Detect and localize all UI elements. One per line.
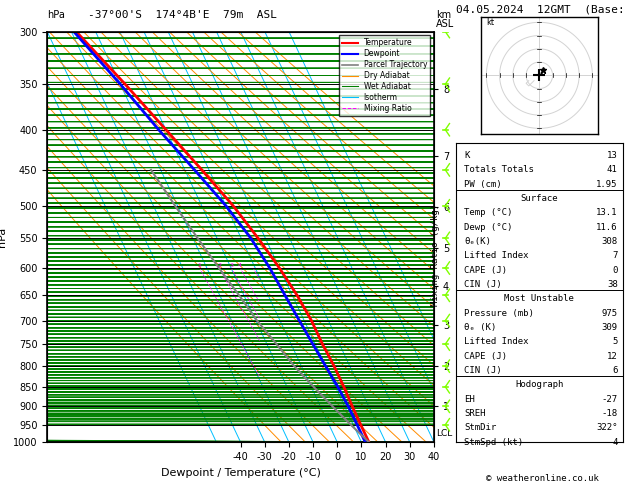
Text: 13: 13 <box>607 151 618 160</box>
Y-axis label: hPa: hPa <box>0 227 8 247</box>
Text: 04.05.2024  12GMT  (Base: 00): 04.05.2024 12GMT (Base: 00) <box>456 4 629 14</box>
Text: 7: 7 <box>613 251 618 260</box>
Text: StmSpd (kt): StmSpd (kt) <box>464 438 523 447</box>
Text: 975: 975 <box>601 309 618 318</box>
Text: km: km <box>436 11 451 20</box>
Text: 6: 6 <box>613 366 618 375</box>
Text: Hodograph: Hodograph <box>515 381 564 389</box>
Text: Totals Totals: Totals Totals <box>464 165 534 174</box>
Text: 41: 41 <box>607 165 618 174</box>
X-axis label: Dewpoint / Temperature (°C): Dewpoint / Temperature (°C) <box>160 468 321 478</box>
Legend: Temperature, Dewpoint, Parcel Trajectory, Dry Adiabat, Wet Adiabat, Isotherm, Mi: Temperature, Dewpoint, Parcel Trajectory… <box>339 35 430 116</box>
Text: 4: 4 <box>238 263 242 268</box>
Text: 38: 38 <box>607 280 618 289</box>
Text: CIN (J): CIN (J) <box>464 366 502 375</box>
Text: kt: kt <box>486 18 494 27</box>
Text: θₑ(K): θₑ(K) <box>464 237 491 246</box>
Text: 322°: 322° <box>596 423 618 433</box>
Text: 308: 308 <box>601 237 618 246</box>
Text: Most Unstable: Most Unstable <box>504 295 574 303</box>
Text: CIN (J): CIN (J) <box>464 280 502 289</box>
Text: 12: 12 <box>607 352 618 361</box>
Text: 5: 5 <box>613 337 618 347</box>
Text: 4: 4 <box>613 438 618 447</box>
Text: LCL: LCL <box>436 429 452 438</box>
Text: hPa: hPa <box>47 11 65 20</box>
Text: Temp (°C): Temp (°C) <box>464 208 513 217</box>
Text: -18: -18 <box>601 409 618 418</box>
Text: 2: 2 <box>217 263 221 268</box>
Text: ASL: ASL <box>436 19 454 29</box>
Text: CAPE (J): CAPE (J) <box>464 352 508 361</box>
Text: 11.6: 11.6 <box>596 223 618 231</box>
Text: 3: 3 <box>229 263 233 268</box>
Text: Surface: Surface <box>521 194 558 203</box>
Text: K: K <box>464 151 470 160</box>
Text: 309: 309 <box>601 323 618 332</box>
Text: PW (cm): PW (cm) <box>464 179 502 189</box>
Text: EH: EH <box>464 395 475 404</box>
Text: 1.95: 1.95 <box>596 179 618 189</box>
Text: CAPE (J): CAPE (J) <box>464 266 508 275</box>
Text: SREH: SREH <box>464 409 486 418</box>
Text: θₑ (K): θₑ (K) <box>464 323 497 332</box>
Text: 13.1: 13.1 <box>596 208 618 217</box>
Text: StmDir: StmDir <box>464 423 497 433</box>
Text: © weatheronline.co.uk: © weatheronline.co.uk <box>486 474 599 483</box>
Text: Dewp (°C): Dewp (°C) <box>464 223 513 231</box>
Text: Pressure (mb): Pressure (mb) <box>464 309 534 318</box>
Text: 0: 0 <box>613 266 618 275</box>
Text: Lifted Index: Lifted Index <box>464 251 529 260</box>
Text: -27: -27 <box>601 395 618 404</box>
Text: 1: 1 <box>198 263 201 268</box>
Text: Mixing Ratio (g/kg): Mixing Ratio (g/kg) <box>431 204 440 306</box>
Text: -37°00'S  174°4B'E  79m  ASL: -37°00'S 174°4B'E 79m ASL <box>88 11 277 20</box>
Text: Lifted Index: Lifted Index <box>464 337 529 347</box>
